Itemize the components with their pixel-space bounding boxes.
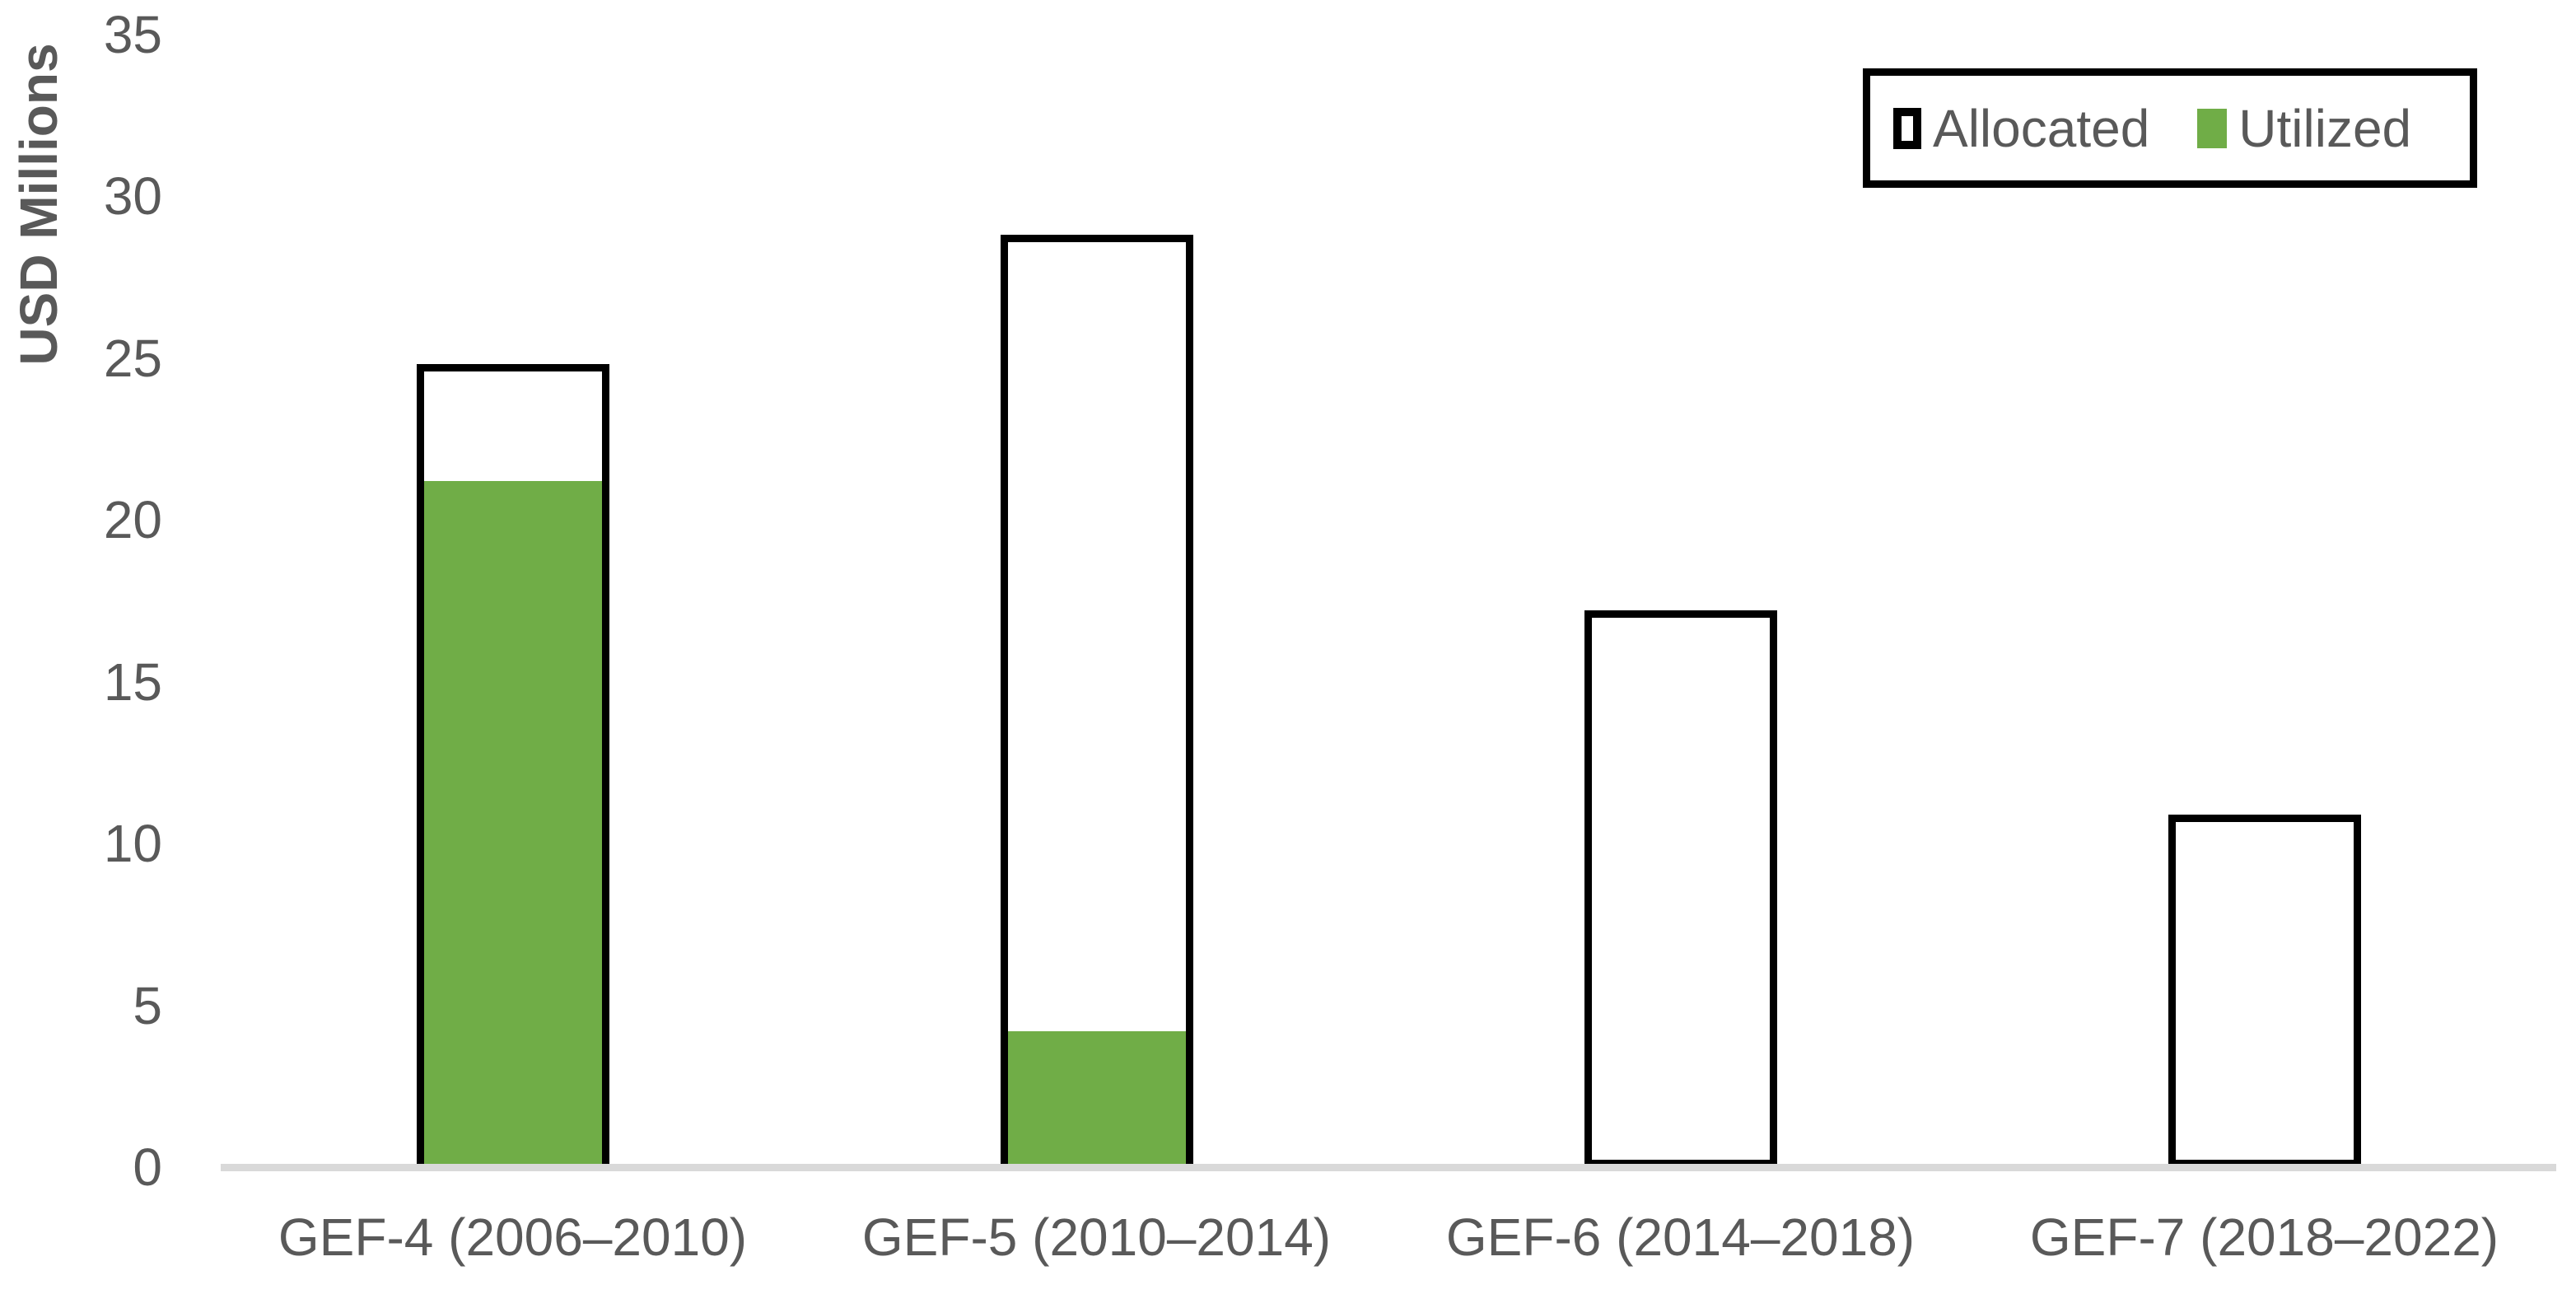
x-category-label: GEF-5 (2010–2014) <box>861 1208 1332 1267</box>
y-tick-label: 20 <box>103 490 162 549</box>
utilized-bar <box>423 480 602 1167</box>
x-category-label: GEF-6 (2014–2018) <box>1445 1208 1916 1267</box>
allocated-swatch-icon <box>1893 107 1921 149</box>
utilized-bar <box>1007 1030 1186 1167</box>
y-tick-label: 15 <box>103 652 162 712</box>
allocated-bar <box>1000 235 1193 1167</box>
legend-item-allocated: Allocated <box>1893 98 2149 159</box>
x-axis-line <box>221 1164 2556 1171</box>
y-tick-label: 35 <box>103 4 162 64</box>
allocated-bar <box>2168 814 2361 1167</box>
allocated-bar <box>1584 610 1777 1167</box>
x-category-label: GEF-7 (2018–2022) <box>2029 1208 2499 1267</box>
legend-item-utilized: Utilized <box>2197 98 2411 159</box>
utilized-swatch-icon <box>2197 108 2228 148</box>
y-tick-label: 5 <box>133 975 162 1035</box>
y-tick-label: 25 <box>103 328 162 388</box>
y-tick-label: 10 <box>103 814 162 873</box>
legend-label-utilized: Utilized <box>2238 98 2412 158</box>
x-category-label: GEF-4 (2006–2010) <box>278 1208 748 1267</box>
y-tick-label: 0 <box>133 1138 162 1197</box>
y-tick-label: 30 <box>103 166 162 226</box>
legend-label-allocated: Allocated <box>1933 98 2150 158</box>
legend: Allocated Utilized <box>1863 68 2477 188</box>
